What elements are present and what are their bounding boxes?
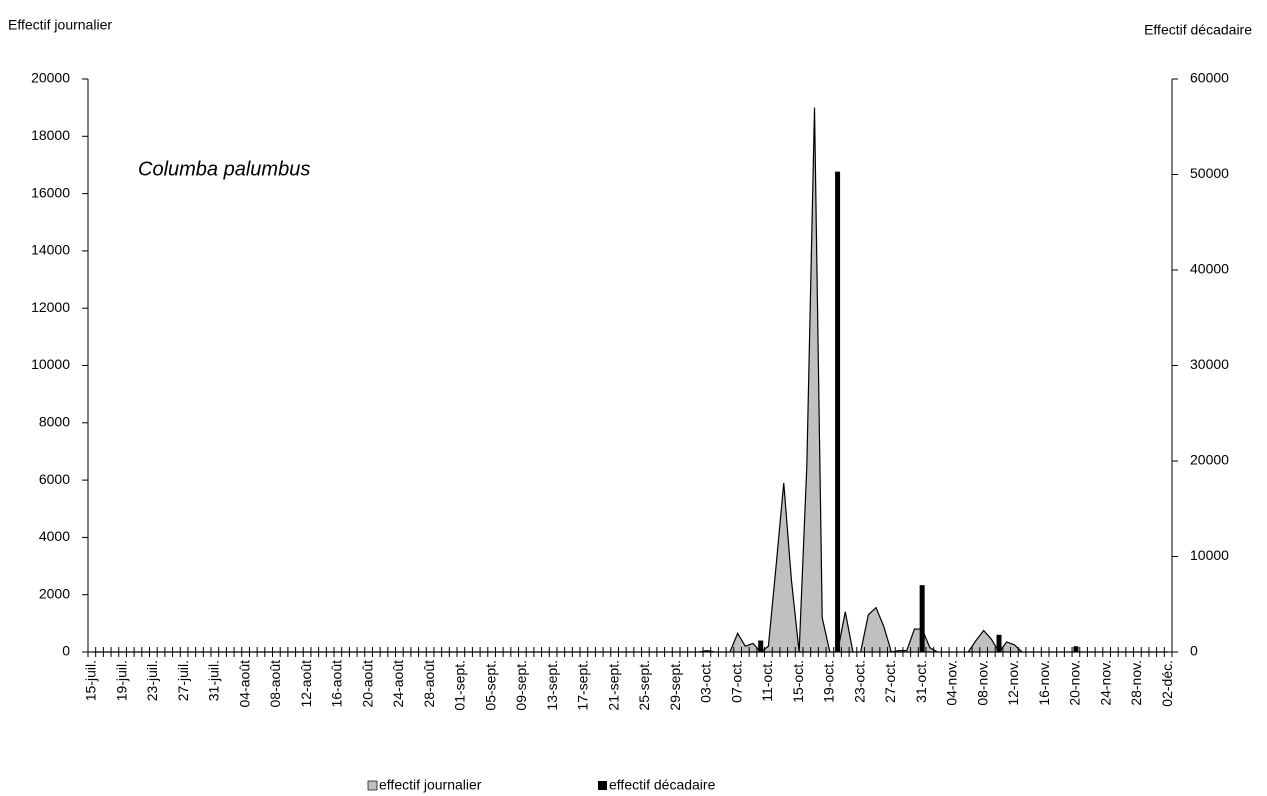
x-tick-label: 08-nov. [974, 660, 990, 706]
x-tick-label: 29-sept. [667, 660, 683, 711]
x-tick-label: 27-oct. [882, 660, 898, 703]
y-tick-label: 10000 [31, 356, 70, 372]
x-tick-label: 20-août [359, 660, 375, 708]
y2-tick-label: 60000 [1190, 70, 1229, 86]
x-tick-label: 04-nov. [944, 660, 960, 706]
legend-label: effectif journalier [379, 777, 482, 793]
x-tick-label: 07-oct. [728, 660, 744, 703]
x-tick-label: 16-nov. [1036, 660, 1052, 706]
y-tick-label: 6000 [39, 471, 70, 487]
x-tick-label: 25-sept. [636, 660, 652, 711]
x-tick-label: 21-sept. [605, 660, 621, 711]
x-tick-label: 02-déc. [1159, 660, 1175, 707]
x-tick-label: 24-nov. [1097, 660, 1113, 706]
x-tick-label: 23-juil. [144, 660, 160, 701]
y2-tick-label: 50000 [1190, 165, 1229, 181]
y-axis-title: Effectif journalier [8, 17, 112, 33]
x-tick-label: 08-août [267, 660, 283, 708]
x-tick-label: 15-oct. [790, 660, 806, 703]
y2-axis-title: Effectif décadaire [1144, 22, 1252, 38]
y-tick-label: 18000 [31, 127, 70, 143]
y-tick-label: 8000 [39, 414, 70, 430]
y2-tick-label: 20000 [1190, 452, 1229, 468]
x-tick-label: 16-août [329, 660, 345, 708]
x-tick-label: 03-oct. [698, 660, 714, 703]
x-tick-label: 31-juil. [206, 660, 222, 701]
x-tick-label: 19-juil. [113, 660, 129, 701]
x-tick-label: 11-oct. [759, 660, 775, 702]
y2-tick-label: 40000 [1190, 261, 1229, 277]
legend-swatch [598, 781, 607, 790]
y-tick-label: 14000 [31, 242, 70, 258]
x-tick-label: 13-sept. [544, 660, 560, 711]
y-tick-label: 20000 [31, 70, 70, 86]
y-tick-label: 0 [62, 643, 70, 659]
area [91, 107, 1169, 654]
x-tick-label: 05-sept. [482, 660, 498, 711]
x-tick-label: 28-août [421, 660, 437, 708]
bar [996, 634, 1002, 652]
x-tick-label: 01-sept. [452, 660, 468, 711]
y-tick-label: 12000 [31, 299, 70, 315]
x-tick-label: 27-juil. [175, 660, 191, 701]
x-tick-label: 23-oct. [851, 660, 867, 703]
x-tick-label: 28-nov. [1128, 660, 1144, 706]
x-tick-label: 12-août [298, 660, 314, 708]
y2-tick-label: 0 [1190, 643, 1198, 659]
legend-label: effectif décadaire [609, 777, 716, 793]
legend-swatch [367, 780, 378, 791]
annotation: Columba palumbus [138, 158, 310, 180]
x-tick-label: 15-juil. [83, 660, 99, 701]
x-tick-label: 31-oct. [913, 660, 929, 703]
y-tick-label: 2000 [39, 585, 70, 601]
bar [835, 171, 841, 652]
x-tick-label: 24-août [390, 660, 406, 708]
x-tick-label: 04-août [236, 660, 252, 708]
y2-tick-label: 30000 [1190, 356, 1229, 372]
y2-tick-label: 10000 [1190, 547, 1229, 563]
x-tick-label: 20-nov. [1067, 660, 1083, 706]
bar [758, 640, 764, 652]
y-tick-label: 16000 [31, 184, 70, 200]
x-tick-label: 12-nov. [1005, 660, 1021, 706]
y-tick-label: 4000 [39, 528, 70, 544]
x-tick-label: 19-oct. [821, 660, 837, 703]
bar [919, 585, 925, 652]
x-tick-label: 17-sept. [575, 660, 591, 711]
bar [1073, 646, 1079, 652]
x-tick-label: 09-sept. [513, 660, 529, 711]
